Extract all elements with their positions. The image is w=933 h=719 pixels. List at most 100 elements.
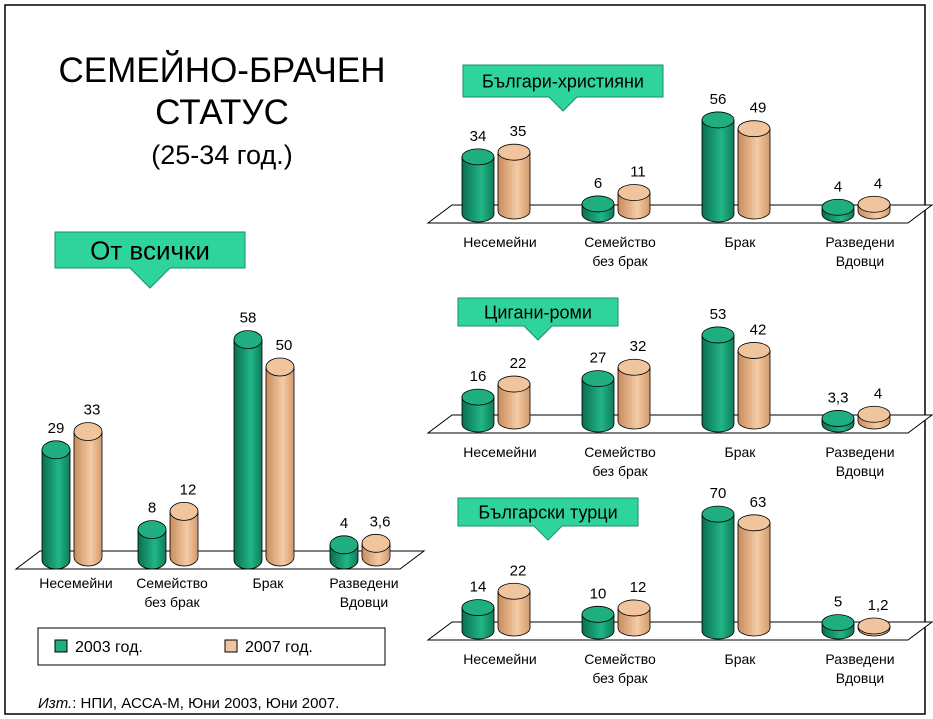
value-label: 3,3 [828, 389, 849, 406]
chart-floor [426, 414, 933, 434]
bar-body [169, 511, 199, 567]
bar [857, 405, 891, 430]
bar-top [329, 535, 359, 555]
bar-top [737, 342, 771, 359]
bar-top [701, 505, 735, 523]
bar-body [701, 334, 735, 433]
bar-body [617, 366, 651, 430]
bar [701, 505, 735, 640]
bar-body [497, 590, 531, 637]
title-line: (25-34 год.) [151, 140, 292, 170]
x-tick-label: Семейство [136, 575, 208, 591]
bar [821, 410, 855, 433]
bar [857, 617, 891, 637]
legend-swatch [54, 639, 68, 653]
bar [737, 120, 771, 220]
bar [169, 501, 199, 567]
value-label: 4 [874, 175, 882, 192]
bar-top [617, 358, 651, 376]
bar [461, 148, 495, 223]
value-label: 11 [630, 164, 646, 181]
bar-body [497, 151, 531, 220]
chart-floor [426, 621, 933, 641]
bar-top [821, 614, 855, 632]
bar [41, 440, 71, 570]
bar [361, 533, 391, 567]
value-label: 53 [710, 306, 727, 323]
bar [461, 599, 495, 640]
x-tick-label: Несемейни [463, 444, 536, 460]
bar-top [461, 388, 495, 406]
bar-top [361, 533, 391, 553]
bar-body [137, 529, 167, 570]
bar-top [701, 111, 735, 129]
bar [581, 605, 615, 640]
x-tick-label: Разведени [825, 444, 894, 460]
bar-body [233, 339, 263, 570]
bar-top [857, 195, 891, 213]
bar-top [137, 520, 167, 539]
bar-top [617, 599, 651, 617]
value-label: 4 [340, 515, 348, 532]
value-label: 27 [590, 350, 607, 367]
slide-border [4, 4, 926, 715]
bar [821, 198, 855, 223]
x-tick-label: без брак [592, 253, 648, 269]
chart-floor [14, 550, 426, 570]
bar-body [737, 522, 771, 637]
value-label: 4 [874, 385, 882, 402]
bar-top [617, 184, 651, 201]
source-prefix: Изт. [38, 695, 72, 712]
x-tick-label: Вдовци [836, 463, 884, 479]
bar-body [701, 513, 735, 640]
chart-title: Българи-християни [482, 71, 644, 91]
bar-top [821, 198, 855, 216]
bar-top [737, 514, 771, 532]
x-tick-label: Вдовци [340, 594, 388, 610]
bar [617, 599, 651, 637]
x-tick-label: Несемейни [39, 575, 112, 591]
value-label: 58 [240, 310, 257, 327]
value-label: 1,2 [868, 597, 889, 614]
bar-top [497, 143, 531, 161]
bar [329, 535, 359, 570]
bar [617, 184, 651, 220]
bar-body [701, 119, 735, 223]
bar-top [581, 605, 615, 623]
value-label: 34 [470, 128, 487, 145]
x-tick-label: Разведени [329, 575, 398, 591]
bar [701, 111, 735, 223]
bar [497, 582, 531, 637]
bar-body [265, 366, 295, 567]
bar-top [581, 195, 615, 213]
value-label: 22 [510, 355, 527, 372]
bar-body [581, 378, 615, 433]
source-text: : НПИ, АССА-М, Юни 2003, Юни 2007. [72, 695, 339, 712]
chart-title-box [54, 231, 246, 289]
value-label: 29 [48, 420, 65, 437]
x-tick-label: Несемейни [463, 651, 536, 667]
bar [265, 357, 295, 567]
x-tick-label: Брак [725, 444, 757, 460]
bar-top [41, 440, 71, 460]
bar-top [169, 501, 199, 521]
value-label: 16 [470, 368, 487, 385]
bar [497, 143, 531, 220]
chart-title: От всички [90, 235, 210, 265]
chart-title: Български турци [478, 502, 617, 522]
source: Изт.: НПИ, АССА-М, Юни 2003, Юни 2007. [38, 695, 339, 712]
bar [821, 614, 855, 640]
legend-box [37, 627, 386, 666]
legend-label: 2007 год. [245, 639, 313, 656]
bar-top [581, 370, 615, 388]
bar-top [737, 120, 771, 138]
bar-top [461, 599, 495, 617]
bar [581, 370, 615, 433]
bar [461, 388, 495, 433]
bar [737, 342, 771, 430]
bar [857, 195, 891, 220]
x-tick-label: Разведени [825, 234, 894, 250]
value-label: 35 [510, 123, 527, 140]
value-label: 3,6 [370, 513, 391, 530]
bar [737, 514, 771, 637]
